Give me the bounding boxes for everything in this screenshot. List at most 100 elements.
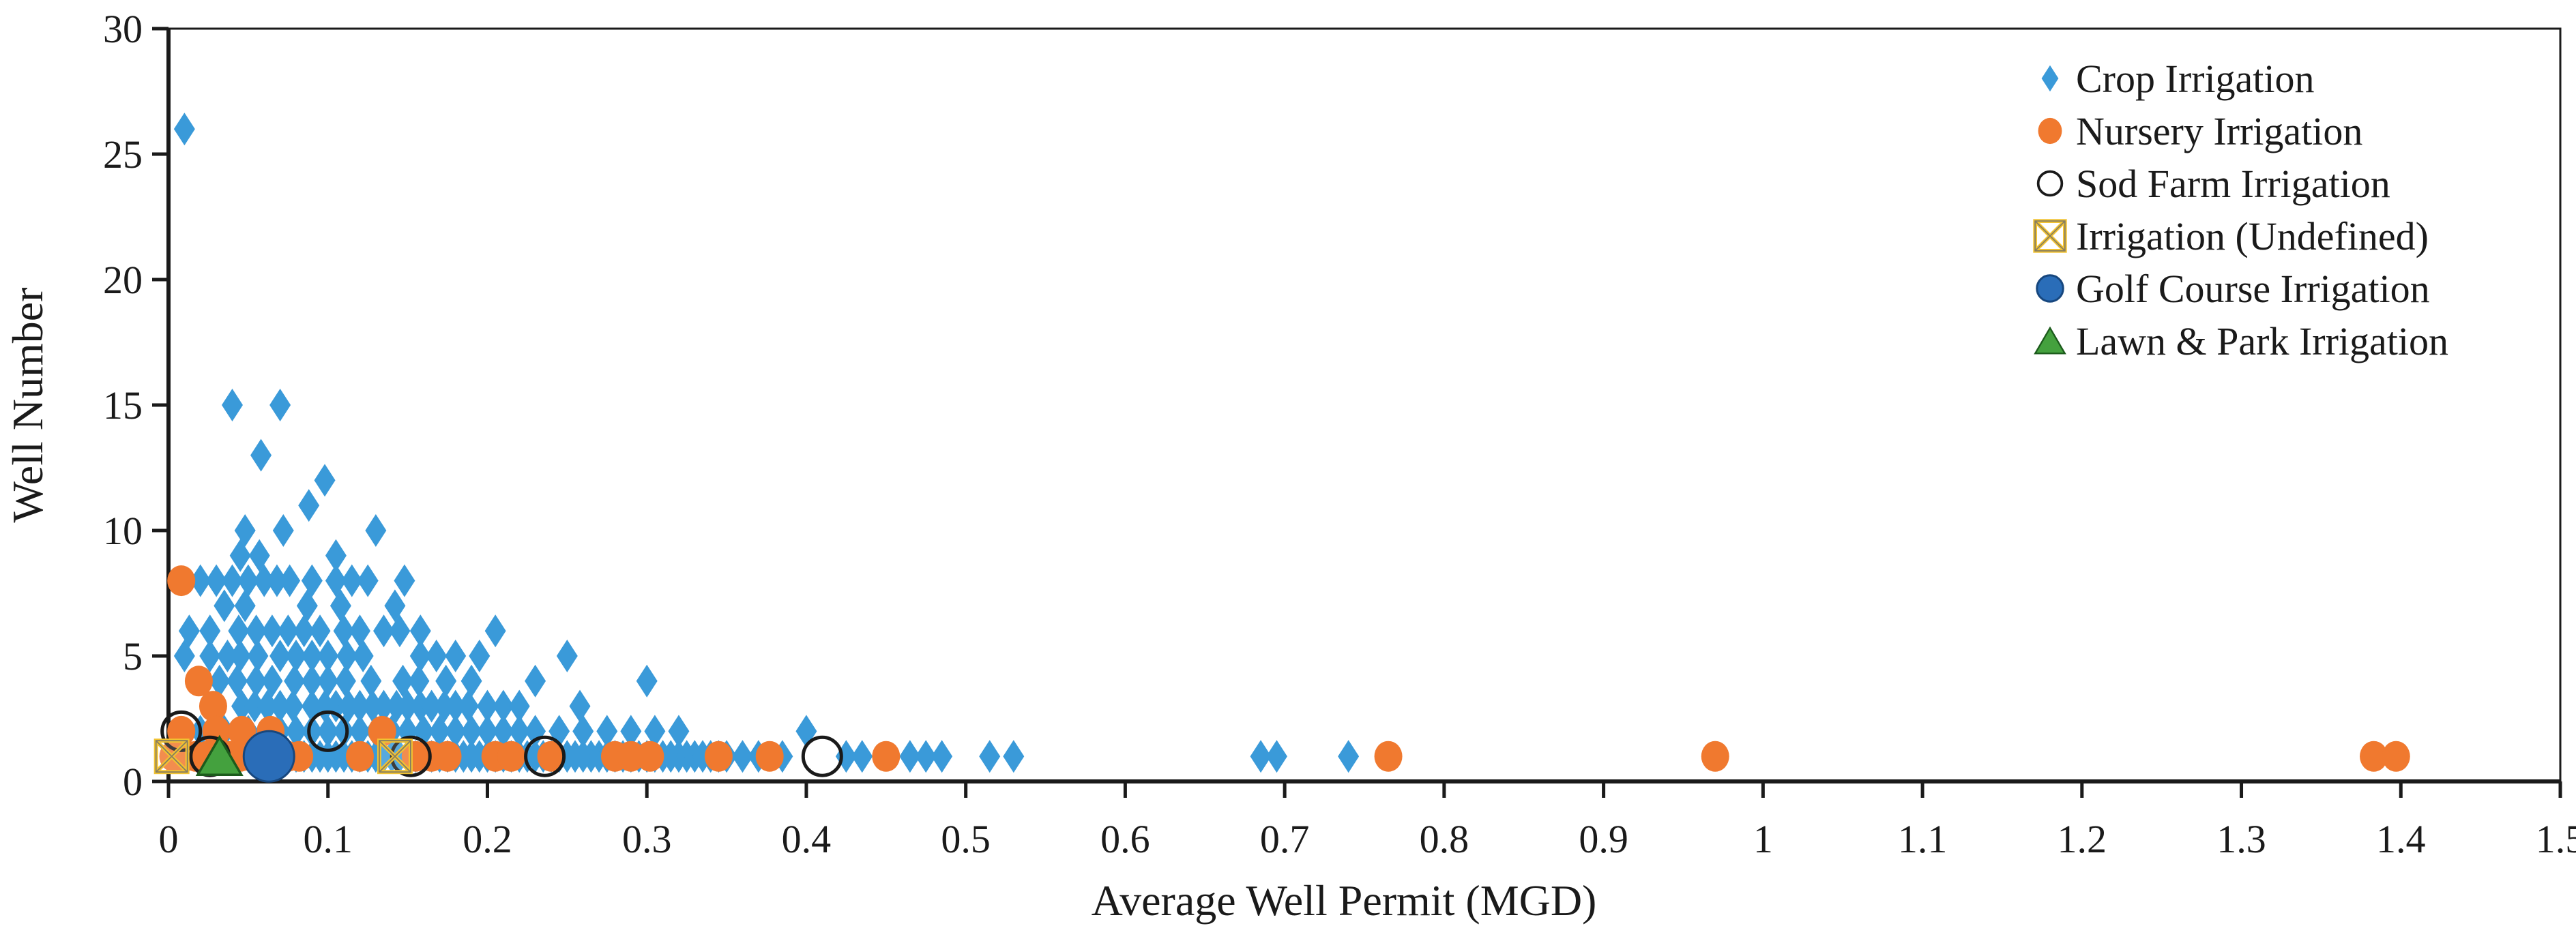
data-point <box>325 689 347 723</box>
data-point <box>979 740 1001 773</box>
data-point <box>572 715 594 748</box>
data-point <box>246 614 267 648</box>
data-point <box>229 640 251 672</box>
data-point <box>476 715 498 748</box>
data-point <box>301 564 323 597</box>
data-point <box>257 689 278 723</box>
data-point <box>226 664 248 698</box>
data-point <box>931 740 953 773</box>
x-tick-label: 0.4 <box>782 817 832 861</box>
data-point <box>469 640 491 672</box>
data-point <box>1338 740 1360 773</box>
data-point <box>298 489 320 522</box>
data-point <box>246 664 267 698</box>
data-point <box>244 689 265 723</box>
y-tick-label: 20 <box>103 258 143 302</box>
data-point <box>352 640 374 672</box>
data-point <box>484 614 506 648</box>
data-point <box>556 640 578 672</box>
data-point <box>167 565 196 597</box>
data-point <box>277 614 299 648</box>
x-tick-label: 1.3 <box>2216 817 2266 861</box>
x-tick-label: 0.3 <box>622 817 672 861</box>
x-tick-label: 0.6 <box>1100 817 1150 861</box>
series-irrigation-undefined <box>153 738 413 775</box>
data-point <box>373 689 395 723</box>
data-point <box>228 715 257 747</box>
legend-item-lawn-park-irrigation: Lawn & Park Irrigation <box>2034 319 2448 363</box>
data-point <box>216 640 238 672</box>
data-point <box>389 614 411 648</box>
data-point <box>476 689 498 723</box>
data-point <box>409 689 431 723</box>
y-tick-label: 10 <box>103 509 143 553</box>
data-points-layer <box>153 113 2410 783</box>
data-point <box>704 741 733 772</box>
data-point <box>596 715 618 748</box>
data-point <box>2382 741 2410 772</box>
series-crop-irrigation <box>173 113 1360 773</box>
data-point <box>269 389 291 421</box>
data-point <box>524 735 566 777</box>
data-point <box>537 741 566 772</box>
data-point <box>269 689 291 723</box>
data-point <box>377 738 413 775</box>
data-point <box>390 735 432 777</box>
data-point <box>731 740 753 773</box>
data-point <box>173 113 195 146</box>
data-point <box>620 715 642 748</box>
data-point <box>333 614 355 648</box>
data-point <box>349 715 370 748</box>
data-point <box>899 740 921 773</box>
data-point <box>360 664 382 698</box>
y-tick-label: 0 <box>123 760 143 804</box>
data-point <box>493 715 514 748</box>
data-point <box>330 589 351 623</box>
data-point <box>221 389 243 421</box>
data-point <box>272 514 294 547</box>
data-point <box>362 689 383 723</box>
data-point <box>1003 740 1025 773</box>
data-point <box>525 664 546 698</box>
data-point <box>261 614 283 648</box>
x-tick-label: 0.8 <box>1420 817 1469 861</box>
legend-label: Irrigation (Undefined) <box>2076 214 2429 258</box>
legend: Crop Irrigation Nursery Irrigation Sod Far… <box>2033 57 2448 363</box>
data-point <box>285 715 307 748</box>
series-lawn-park-irrigation <box>195 734 244 776</box>
x-tick-label: 0.5 <box>941 817 991 861</box>
series-sod-farm-irrigation <box>160 710 843 777</box>
data-point <box>1701 741 1729 772</box>
y-tick-label: 15 <box>103 383 143 428</box>
data-point <box>205 564 227 597</box>
data-point <box>284 664 306 698</box>
data-point <box>851 740 873 773</box>
data-point <box>460 715 482 748</box>
legend-label: Golf Course Irrigation <box>2076 267 2430 311</box>
data-point <box>228 614 250 648</box>
data-point <box>199 614 221 648</box>
data-point <box>341 564 363 597</box>
data-point <box>357 564 379 597</box>
data-point <box>317 715 339 748</box>
data-point <box>307 710 349 752</box>
data-point <box>282 689 304 723</box>
data-point <box>433 741 462 772</box>
data-point <box>409 614 431 648</box>
data-point <box>617 741 645 772</box>
x-axis-title: Average Well Permit (MGD) <box>1092 876 1597 925</box>
data-point <box>915 740 937 773</box>
data-point <box>636 664 658 698</box>
data-point <box>428 715 450 748</box>
data-point <box>333 715 355 748</box>
data-point <box>279 564 301 597</box>
data-point <box>345 741 374 772</box>
data-point <box>349 614 370 648</box>
x-tick-label: 0.9 <box>1579 817 1628 861</box>
crop-irrigation-legend-marker-icon <box>2041 65 2059 92</box>
series-golf-course-irrigation <box>242 730 295 783</box>
legend-label: Nursery Irrigation <box>2076 109 2362 153</box>
data-point <box>636 741 664 772</box>
data-point <box>325 539 347 572</box>
data-point <box>247 640 269 672</box>
